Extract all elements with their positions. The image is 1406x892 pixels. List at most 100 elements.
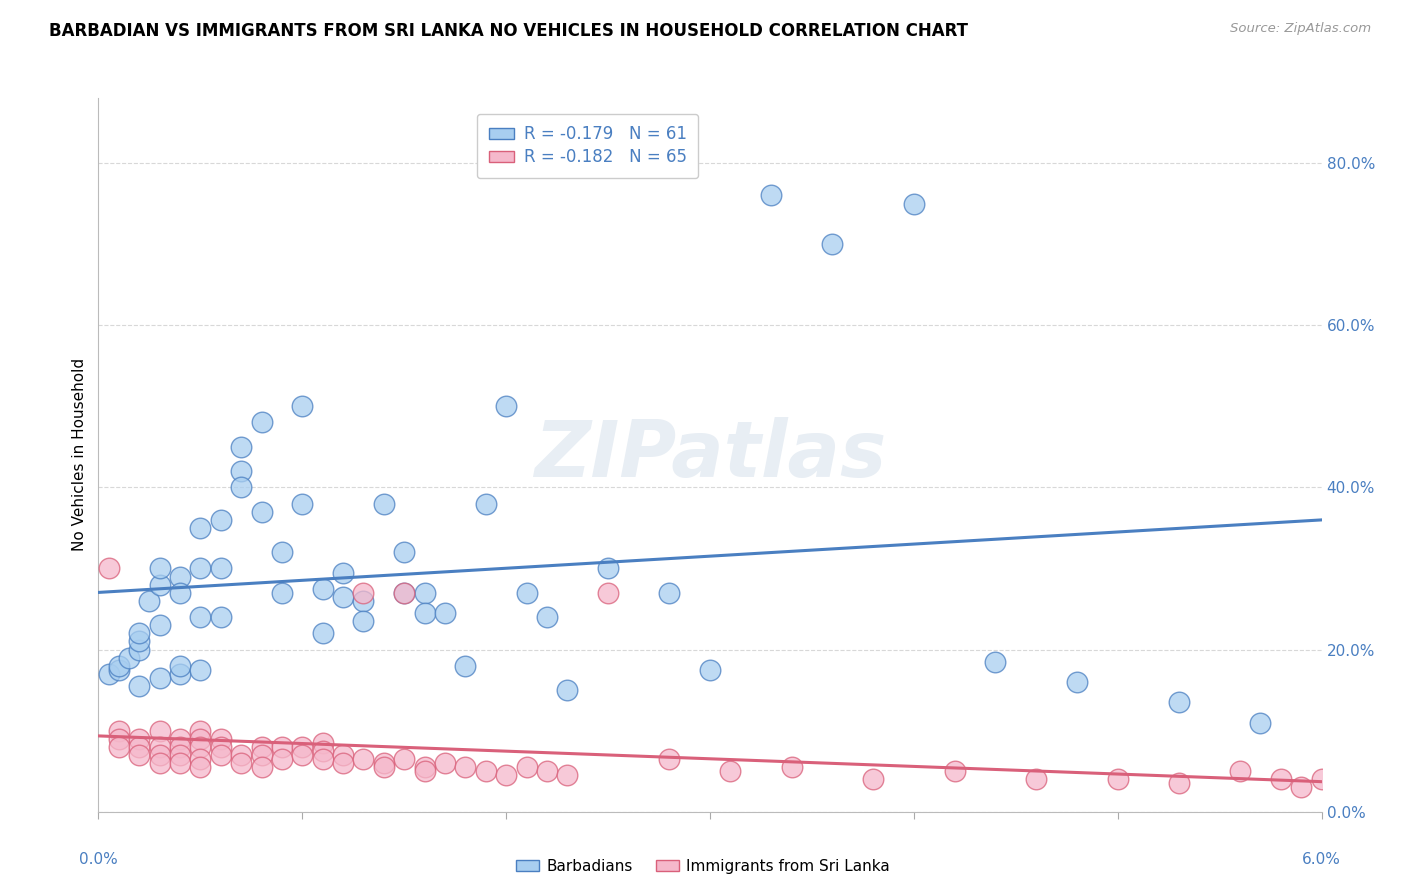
Point xyxy=(311,744,335,758)
Point xyxy=(332,566,354,580)
Point xyxy=(231,440,253,454)
Point xyxy=(1310,772,1333,787)
Point xyxy=(209,739,232,754)
Point xyxy=(108,739,131,754)
Point xyxy=(108,723,131,738)
Text: Source: ZipAtlas.com: Source: ZipAtlas.com xyxy=(1230,22,1371,36)
Point xyxy=(138,594,160,608)
Point xyxy=(536,610,558,624)
Point xyxy=(392,586,416,600)
Point xyxy=(128,679,150,693)
Point xyxy=(209,610,232,624)
Point xyxy=(97,561,120,575)
Point xyxy=(555,768,579,782)
Text: 6.0%: 6.0% xyxy=(1302,852,1341,867)
Text: BARBADIAN VS IMMIGRANTS FROM SRI LANKA NO VEHICLES IN HOUSEHOLD CORRELATION CHAR: BARBADIAN VS IMMIGRANTS FROM SRI LANKA N… xyxy=(49,22,969,40)
Y-axis label: No Vehicles in Household: No Vehicles in Household xyxy=(72,359,87,551)
Point xyxy=(149,723,172,738)
Point xyxy=(392,752,416,766)
Point xyxy=(454,760,477,774)
Point xyxy=(495,399,517,413)
Point xyxy=(270,739,292,754)
Point xyxy=(413,760,436,774)
Point xyxy=(1249,715,1271,730)
Point xyxy=(291,497,314,511)
Point xyxy=(474,497,498,511)
Point xyxy=(250,416,273,430)
Point xyxy=(128,642,150,657)
Point xyxy=(332,747,354,762)
Point xyxy=(128,739,150,754)
Point xyxy=(169,658,191,673)
Point xyxy=(943,764,966,779)
Point xyxy=(149,577,172,591)
Point xyxy=(97,666,120,681)
Point xyxy=(1167,695,1189,709)
Point xyxy=(1167,776,1189,790)
Point xyxy=(555,683,579,698)
Point xyxy=(169,756,191,770)
Point xyxy=(495,768,517,782)
Point xyxy=(169,666,191,681)
Point xyxy=(128,634,150,648)
Point xyxy=(699,663,721,677)
Point xyxy=(311,736,335,750)
Point xyxy=(658,586,681,600)
Point xyxy=(598,561,620,575)
Point xyxy=(250,505,273,519)
Point xyxy=(188,723,212,738)
Text: ZIPatlas: ZIPatlas xyxy=(534,417,886,493)
Point xyxy=(352,752,374,766)
Point xyxy=(188,561,212,575)
Point xyxy=(169,569,191,583)
Point xyxy=(118,650,141,665)
Point xyxy=(413,606,436,620)
Point xyxy=(352,594,374,608)
Point xyxy=(516,586,538,600)
Point xyxy=(291,739,314,754)
Point xyxy=(209,561,232,575)
Point xyxy=(821,237,844,252)
Point xyxy=(108,658,131,673)
Point xyxy=(169,747,191,762)
Point xyxy=(373,756,395,770)
Point xyxy=(291,747,314,762)
Point xyxy=(413,586,436,600)
Point xyxy=(209,513,232,527)
Point xyxy=(311,626,335,640)
Point xyxy=(188,760,212,774)
Point xyxy=(291,399,314,413)
Point xyxy=(231,480,253,494)
Point xyxy=(188,521,212,535)
Point xyxy=(169,586,191,600)
Point xyxy=(231,464,253,478)
Point xyxy=(188,731,212,746)
Point xyxy=(270,545,292,559)
Point xyxy=(311,752,335,766)
Point xyxy=(149,739,172,754)
Point xyxy=(188,610,212,624)
Text: 0.0%: 0.0% xyxy=(79,852,118,867)
Point xyxy=(188,752,212,766)
Point xyxy=(108,663,131,677)
Point xyxy=(433,606,456,620)
Point xyxy=(270,586,292,600)
Point xyxy=(516,760,538,774)
Point xyxy=(392,545,416,559)
Point xyxy=(352,614,374,628)
Point xyxy=(780,760,803,774)
Point xyxy=(454,658,477,673)
Point xyxy=(169,739,191,754)
Point xyxy=(231,756,253,770)
Point xyxy=(1270,772,1292,787)
Point xyxy=(188,739,212,754)
Point xyxy=(188,663,212,677)
Point xyxy=(250,739,273,754)
Point xyxy=(373,760,395,774)
Point xyxy=(1066,675,1088,690)
Point xyxy=(250,760,273,774)
Point xyxy=(373,497,395,511)
Point xyxy=(128,626,150,640)
Point xyxy=(149,618,172,632)
Point xyxy=(149,671,172,685)
